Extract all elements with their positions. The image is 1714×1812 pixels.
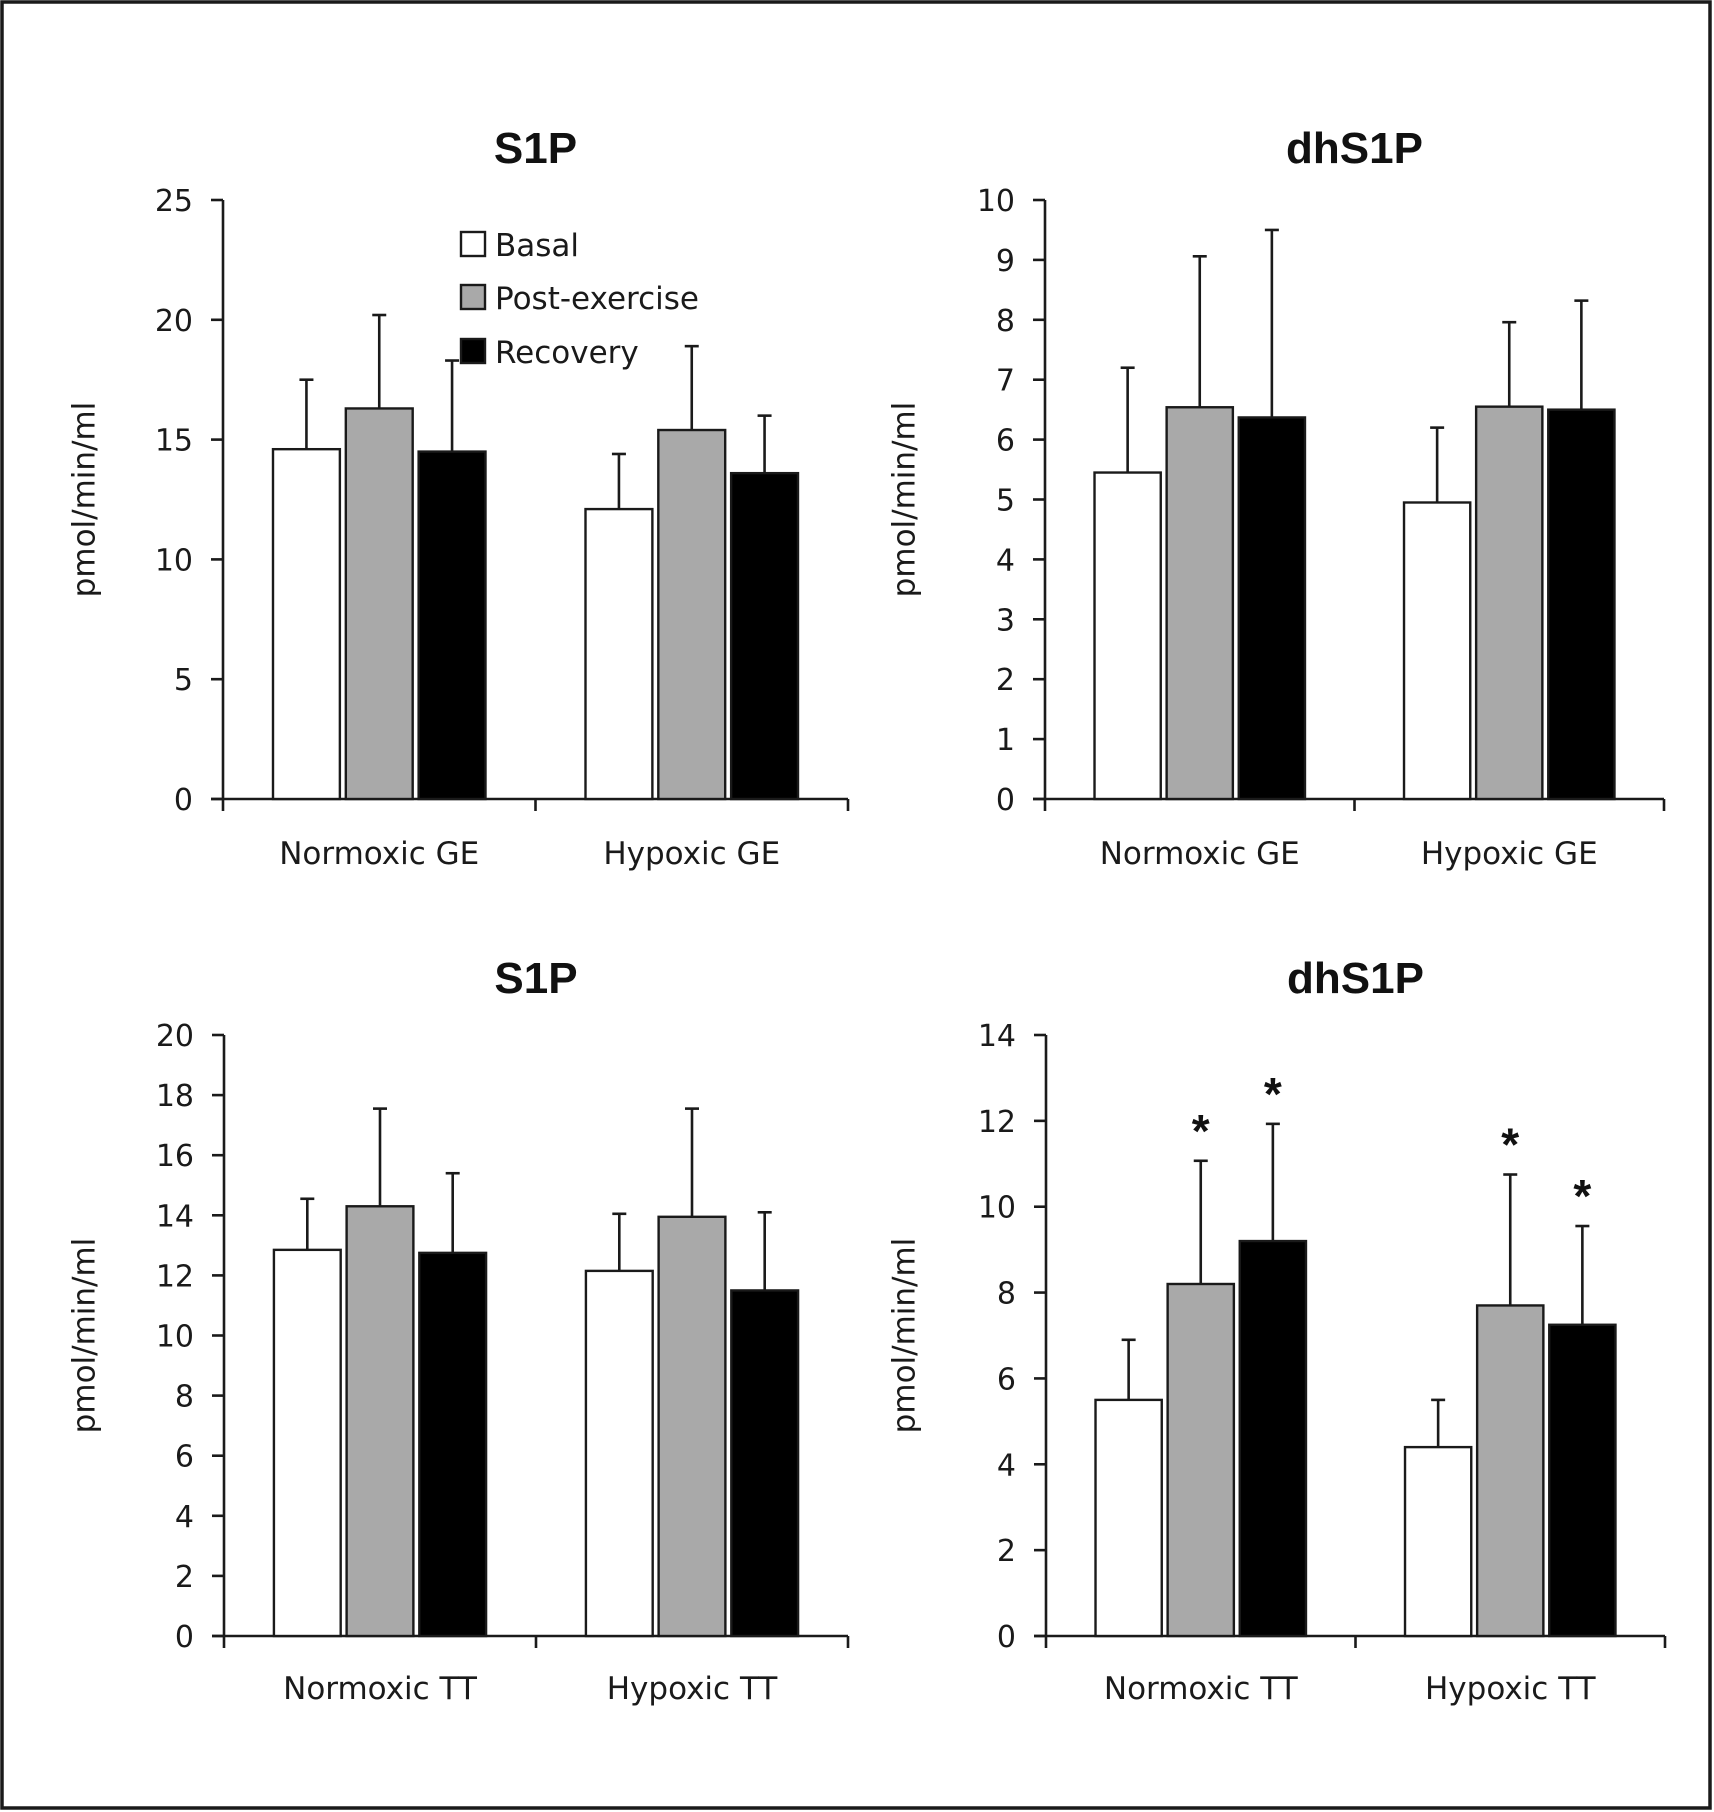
chart-title: dhS1P	[1286, 124, 1423, 173]
bar-post-exercise-hypoxic-tt	[1475, 1304, 1545, 1638]
x-category-label: Normoxic GE	[1100, 836, 1300, 872]
significance-marker-post-exercise-normoxic-tt: *	[1192, 1105, 1210, 1157]
legend-swatch-post-exercise	[459, 283, 487, 311]
y-tick-label: 4	[996, 543, 1015, 578]
chart-title: S1P	[494, 124, 577, 173]
bar-basal-normoxic-ge	[271, 447, 342, 801]
y-tick-label: 18	[156, 1079, 194, 1114]
y-axis-label: pmol/min/ml	[887, 1238, 923, 1434]
x-category-label: Hypoxic TT	[607, 1671, 779, 1707]
bar-post-exercise-normoxic-ge	[344, 407, 414, 801]
y-tick-label: 5	[996, 484, 1015, 519]
y-tick-label: 15	[155, 424, 193, 459]
y-tick-label: 6	[996, 424, 1015, 459]
chart-panel-dhs1p-tt: dhS1P pmol/min/ml 0 2 4 6 8 10 12 14 Normoxic TT Hy…	[887, 954, 1667, 1707]
y-tick-label: 8	[997, 1277, 1016, 1312]
chart-panel-dhs1p-ge: dhS1P pmol/min/ml 0 1 2 3 4 5 6 7 8 9 10 Normoxic GE H…	[887, 124, 1666, 872]
x-category-label: Normoxic TT	[283, 1671, 478, 1707]
bar-post-exercise-normoxic-ge	[1165, 406, 1235, 801]
y-tick-label: 2	[175, 1560, 194, 1595]
y-tick-label: 1	[996, 723, 1015, 758]
significance-marker-post-exercise-hypoxic-tt: *	[1501, 1119, 1519, 1171]
y-tick-label: 20	[156, 1019, 194, 1054]
legend-swatch-basal	[459, 230, 487, 258]
y-tick-label: 12	[156, 1259, 194, 1294]
y-tick-label: 6	[175, 1440, 194, 1475]
bar-basal-hypoxic-tt	[1403, 1445, 1473, 1638]
y-tick-label: 20	[155, 304, 193, 339]
y-tick-label: 10	[155, 543, 193, 578]
bar-recovery-normoxic-tt	[418, 1251, 488, 1638]
y-tick-label: 3	[996, 603, 1015, 638]
significance-marker-recovery-normoxic-tt: *	[1264, 1068, 1282, 1120]
legend: Basal Post-exercise Recovery	[459, 228, 699, 371]
legend-item-post-exercise: Post-exercise	[459, 281, 699, 317]
bar-recovery-hypoxic-ge	[1547, 408, 1616, 801]
y-tick-label: 14	[156, 1199, 194, 1234]
chart-title: dhS1P	[1287, 954, 1424, 1003]
x-category-label: Normoxic GE	[279, 836, 479, 872]
x-category-label: Hypoxic GE	[1421, 836, 1598, 872]
x-category-label: Hypoxic TT	[1425, 1671, 1597, 1707]
y-tick-label: 2	[996, 663, 1015, 698]
y-tick-label: 9	[996, 244, 1015, 279]
y-axis-label: pmol/min/ml	[887, 402, 923, 598]
y-tick-label: 10	[977, 184, 1015, 219]
bar-post-exercise-hypoxic-ge	[657, 428, 727, 801]
chart-panel-s1p-ge: S1P pmol/min/ml 0 5 10 15 20 25 Normoxic GE Hypox…	[67, 124, 850, 872]
bar-recovery-hypoxic-ge	[729, 471, 800, 801]
bar-basal-normoxic-tt	[1094, 1398, 1163, 1638]
y-tick-label: 12	[978, 1105, 1016, 1140]
y-tick-label: 0	[175, 1620, 194, 1655]
bar-post-exercise-normoxic-tt	[1166, 1282, 1236, 1638]
y-tick-label: 0	[997, 1620, 1016, 1655]
significance-marker-recovery-hypoxic-tt: *	[1573, 1170, 1591, 1222]
bar-recovery-normoxic-ge	[417, 450, 487, 801]
y-tick-label: 10	[978, 1191, 1016, 1226]
bar-recovery-hypoxic-tt	[730, 1289, 800, 1638]
bar-basal-hypoxic-ge	[584, 507, 654, 801]
bar-basal-normoxic-tt	[272, 1248, 342, 1638]
y-tick-label: 4	[175, 1500, 194, 1535]
y-tick-label: 8	[996, 304, 1015, 339]
y-tick-label: 0	[174, 783, 193, 818]
bar-post-exercise-hypoxic-tt	[657, 1215, 727, 1638]
y-tick-label: 10	[156, 1320, 194, 1355]
bar-recovery-normoxic-ge	[1237, 416, 1307, 801]
x-category-label: Normoxic TT	[1104, 1671, 1299, 1707]
y-tick-label: 5	[174, 663, 193, 698]
y-tick-label: 6	[997, 1362, 1016, 1397]
y-tick-label: 0	[996, 783, 1015, 818]
bar-post-exercise-normoxic-tt	[345, 1205, 415, 1638]
y-axis-label: pmol/min/ml	[67, 1238, 103, 1434]
legend-item-recovery: Recovery	[459, 335, 639, 371]
legend-label-recovery: Recovery	[495, 335, 639, 371]
bar-post-exercise-hypoxic-ge	[1474, 405, 1544, 801]
y-axis-label: pmol/min/ml	[67, 402, 103, 598]
y-tick-label: 2	[997, 1534, 1016, 1569]
y-tick-label: 4	[997, 1448, 1016, 1483]
bar-basal-hypoxic-ge	[1402, 501, 1472, 801]
bar-basal-hypoxic-tt	[584, 1269, 654, 1638]
bar-basal-normoxic-ge	[1093, 471, 1162, 801]
y-tick-label: 14	[978, 1019, 1016, 1054]
legend-item-basal: Basal	[459, 228, 579, 264]
bar-recovery-normoxic-tt	[1238, 1239, 1308, 1638]
legend-swatch-recovery	[459, 337, 487, 365]
y-tick-label: 25	[155, 184, 193, 219]
chart-panel-s1p-tt: S1P pmol/min/ml 0 2 4 6 8 10 12 14 16 18 20 Normoxic …	[67, 954, 850, 1707]
chart-title: S1P	[494, 954, 577, 1003]
legend-label-basal: Basal	[495, 228, 579, 264]
y-tick-label: 16	[156, 1139, 194, 1174]
x-category-label: Hypoxic GE	[603, 836, 780, 872]
y-tick-label: 8	[175, 1380, 194, 1415]
bar-recovery-hypoxic-tt	[1548, 1323, 1617, 1638]
y-tick-label: 7	[996, 364, 1015, 399]
legend-label-post-exercise: Post-exercise	[495, 281, 699, 317]
